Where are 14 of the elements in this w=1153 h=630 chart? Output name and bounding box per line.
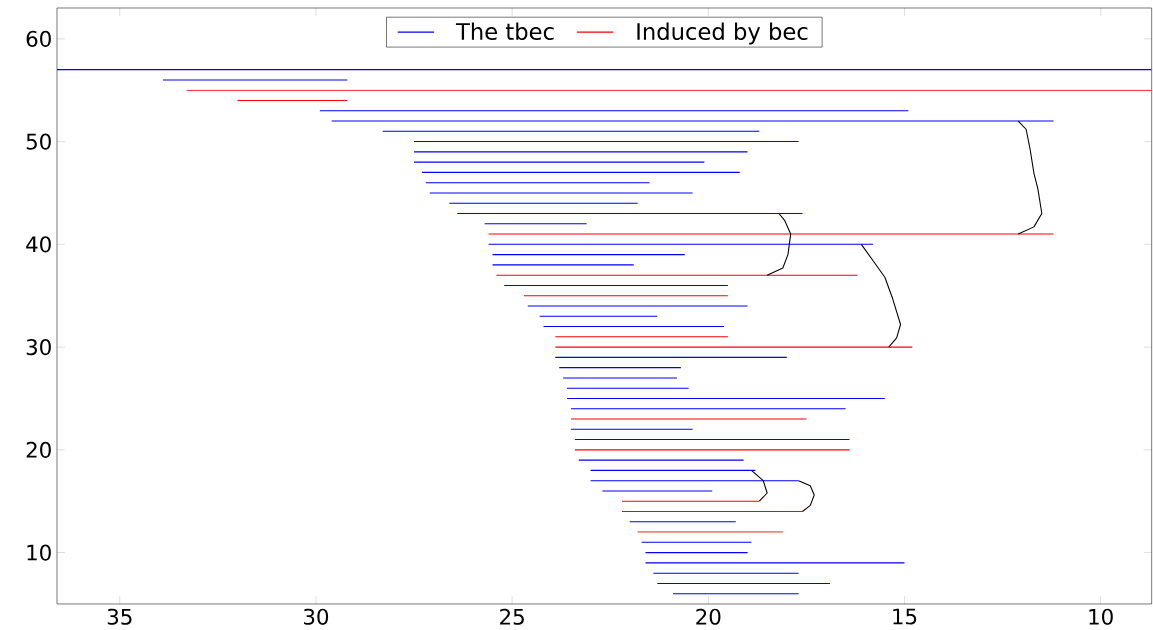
- y-tick-label: 30: [26, 339, 51, 356]
- x-tick-label: 30: [304, 608, 329, 625]
- x-tick-label: 25: [500, 608, 524, 625]
- x-tick-label: 10: [1089, 608, 1113, 625]
- y-tick-label: 20: [26, 441, 51, 458]
- legend-label: The tbec: [455, 22, 554, 41]
- y-tick-label: 40: [26, 236, 51, 253]
- x-tick-label: 35: [107, 608, 132, 625]
- y-tick-label: 10: [27, 544, 51, 561]
- y-tick-label: 60: [26, 30, 51, 47]
- y-tick-label: 50: [26, 133, 51, 150]
- legend-label: Induced by bec: [637, 22, 808, 45]
- x-tick-label: 20: [696, 608, 721, 625]
- x-tick-label: 15: [893, 608, 917, 625]
